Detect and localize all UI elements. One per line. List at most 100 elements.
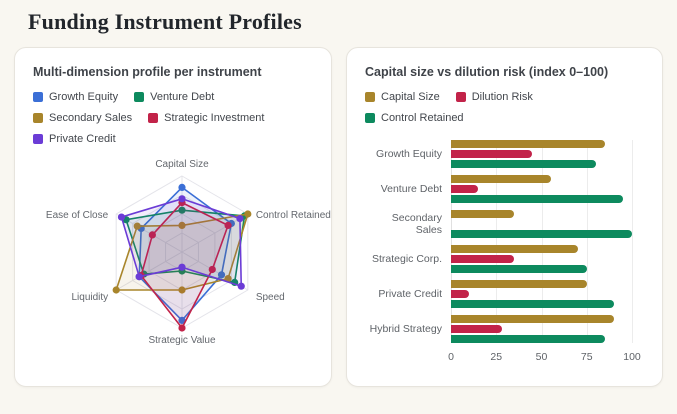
bar-group [451, 245, 632, 273]
category-label: Growth Equity [376, 148, 442, 160]
legend-item[interactable]: Venture Debt [134, 91, 214, 103]
radar-point [224, 275, 232, 283]
bar [451, 245, 578, 253]
radar-point [178, 221, 186, 229]
bar [451, 300, 614, 308]
radar-chart-title: Multi-dimension profile per instrument [33, 65, 262, 79]
bar-chart-title: Capital size vs dilution risk (index 0–1… [365, 65, 609, 79]
legend-label: Growth Equity [49, 91, 119, 103]
cards-container: Multi-dimension profile per instrument G… [0, 35, 677, 387]
category-label: Private Credit [378, 288, 442, 300]
radar-point [224, 221, 232, 229]
gridline [586, 140, 588, 343]
bar [451, 140, 605, 148]
legend-item[interactable]: Growth Equity [33, 91, 118, 103]
radar-axis-label: Speed [256, 292, 285, 303]
x-tick-label: 100 [623, 351, 641, 363]
bar-row: Secondary Sales [365, 210, 644, 238]
legend-label: Dilution Risk [471, 91, 533, 103]
gridline [496, 140, 498, 343]
bar-group [451, 175, 632, 203]
legend-label: Capital Size [381, 91, 440, 103]
bar-row: Growth Equity [365, 140, 644, 168]
bar-row: Venture Debt [365, 175, 644, 203]
legend-item[interactable]: Secondary Sales [33, 112, 132, 124]
bar [451, 335, 605, 343]
legend-label: Control Retained [381, 112, 464, 124]
bar-row: Private Credit [365, 280, 644, 308]
radar-legend: Growth Equity Venture Debt Secondary Sales… [33, 91, 313, 145]
gridline [451, 140, 452, 343]
radar-point [178, 316, 186, 324]
radar-point [178, 263, 186, 271]
bar-legend: Capital Size Dilution Risk Control Retaine… [365, 91, 644, 124]
radar-chart: Capital Size Control Retained Speed Strateg… [33, 153, 331, 366]
radar-axis-label: Control Retained [256, 210, 331, 221]
radar-point [112, 286, 120, 294]
bar [451, 255, 515, 263]
radar-point [178, 206, 186, 214]
bar [451, 175, 551, 183]
legend-label: Strategic Investment [164, 112, 265, 124]
radar-point [133, 222, 141, 230]
legend-item[interactable]: Dilution Risk [455, 91, 533, 103]
grid-overlay [451, 140, 633, 343]
legend-label: Private Credit [49, 133, 116, 145]
legend-swatch [33, 113, 43, 123]
gridline [541, 140, 543, 343]
radar-point [178, 324, 186, 332]
bar [451, 325, 502, 333]
legend-swatch [33, 92, 43, 102]
radar-axis-label: Capital Size [155, 159, 209, 170]
category-label: Hybrid Strategy [369, 323, 442, 335]
page-title: Funding Instrument Profiles [28, 9, 302, 34]
radar-point [148, 231, 156, 239]
legend-item[interactable]: Capital Size [365, 91, 440, 103]
radar-axis-label: Ease of Close [46, 210, 109, 221]
radar-axis-label: Strategic Value [148, 335, 216, 346]
bar [451, 185, 479, 193]
bar [451, 265, 587, 273]
bar [451, 150, 533, 158]
bar [451, 315, 614, 323]
legend-item[interactable]: Control Retained [365, 112, 464, 124]
bar-group [451, 280, 632, 308]
radar-point [244, 210, 252, 218]
legend-swatch [134, 92, 145, 102]
radar-point [178, 286, 186, 294]
x-tick-label: 75 [580, 351, 593, 363]
legend-item[interactable]: Strategic Investment [148, 112, 264, 124]
gridline [632, 140, 633, 343]
bar-group [451, 140, 632, 168]
bar-chart: Growth Equity Venture Debt Secondary Sales… [365, 140, 644, 343]
radar-axis-label: Liquidity [71, 292, 108, 303]
bar-group [451, 210, 632, 238]
category-label: Secondary Sales [391, 212, 442, 236]
legend-label: Venture Debt [150, 91, 215, 103]
legend-swatch [365, 92, 375, 102]
legend-swatch [33, 134, 43, 144]
legend-swatch [455, 92, 466, 102]
radar-point [178, 183, 186, 191]
legend-swatch [148, 113, 159, 123]
bar [451, 290, 470, 298]
bar-group [451, 315, 632, 343]
legend-label: Secondary Sales [49, 112, 133, 124]
radar-point [178, 195, 186, 203]
bar [451, 280, 587, 288]
bar [451, 195, 623, 203]
legend-swatch [365, 113, 375, 123]
radar-point [117, 213, 126, 221]
x-tick-label: 25 [490, 351, 503, 363]
bar-row: Hybrid Strategy [365, 315, 644, 343]
bar-row: Strategic Corp. [365, 245, 644, 273]
radar-point [208, 265, 216, 274]
radar-card: Multi-dimension profile per instrument G… [14, 47, 332, 387]
radar-point [135, 273, 143, 281]
x-tick-label: 0 [448, 351, 454, 363]
bar [451, 210, 515, 218]
bar [451, 160, 596, 168]
radar-point [217, 271, 226, 279]
legend-item[interactable]: Private Credit [33, 133, 116, 145]
bar-card: Capital size vs dilution risk (index 0–1… [346, 47, 663, 387]
